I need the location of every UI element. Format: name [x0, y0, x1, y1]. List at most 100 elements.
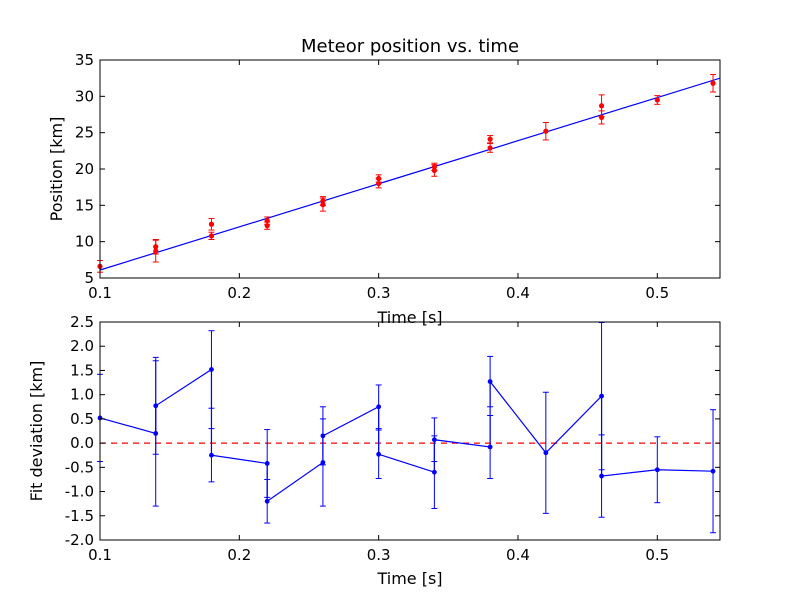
deviation-point	[654, 436, 661, 504]
x-tick-label: 0.4	[506, 546, 530, 564]
x-tick-label: 0.5	[645, 284, 669, 302]
deviation-point	[542, 391, 549, 514]
y-tick-label: 0.5	[70, 410, 94, 428]
x-tick-label: 0.4	[506, 284, 530, 302]
deviation-point	[208, 330, 215, 409]
y-tick-label: 2.5	[70, 313, 94, 331]
position-chart-ylabel: Position [km]	[47, 117, 66, 222]
point-marker	[153, 244, 159, 250]
point-marker	[376, 404, 382, 410]
point-marker	[376, 175, 382, 182]
data-point	[654, 95, 661, 105]
deviation-chart-ylabel: Fit deviation [km]	[27, 361, 46, 502]
data-point	[375, 174, 382, 183]
y-tick-label: 25	[75, 124, 94, 142]
position-chart-frame	[99, 59, 721, 279]
position-chart-marks	[97, 74, 720, 273]
y-tick-label: -1.0	[65, 483, 94, 501]
data-point	[319, 196, 326, 206]
deviation-point	[598, 434, 605, 518]
y-tick-label: 10	[75, 233, 94, 251]
x-tick-label: 0.3	[367, 284, 391, 302]
point-marker	[376, 451, 382, 457]
point-marker	[487, 136, 493, 142]
deviation-chart-ticks: 0.1 0.2 0.3 0.4 0.5 -2.0 -1.5 -1.0 -0.5 0.0 0.5 1.0…	[65, 313, 720, 564]
x-tick-label: 0.3	[367, 546, 391, 564]
deviation-point	[375, 429, 382, 479]
data-point	[598, 94, 605, 118]
position-chart-ticks: 0.1 0.2 0.3 0.4 0.5 5 10 15 20 25 30 35	[75, 51, 720, 302]
point-marker	[710, 468, 716, 474]
deviation-chart: 0.1 0.2 0.3 0.4 0.5 -2.0 -1.5 -1.0 -0.5 0.0 0.5 1.0…	[27, 313, 721, 588]
deviation-chart-frame	[99, 321, 721, 541]
y-tick-label: 1.5	[70, 361, 94, 379]
y-tick-label: 30	[75, 87, 94, 105]
position-chart-title: Meteor position vs. time	[301, 36, 519, 57]
data-point	[487, 143, 494, 153]
x-tick-label: 0.1	[88, 284, 112, 302]
data-point	[208, 231, 215, 240]
point-marker	[487, 444, 493, 450]
point-marker	[320, 433, 326, 439]
y-tick-label: -1.5	[65, 507, 94, 525]
fit-line	[99, 77, 720, 271]
point-marker	[487, 379, 493, 384]
deviation-point	[319, 406, 326, 466]
point-marker	[208, 221, 215, 227]
y-tick-label: -0.5	[65, 458, 94, 476]
data-point	[710, 74, 717, 93]
y-tick-label: 0.0	[70, 434, 94, 452]
y-tick-label: 1.0	[70, 386, 94, 404]
point-marker	[543, 450, 549, 456]
point-marker	[598, 103, 605, 109]
point-marker	[209, 452, 214, 458]
data-point	[208, 217, 215, 231]
point-marker	[654, 467, 660, 473]
deviation-point	[375, 384, 382, 430]
data-point	[152, 238, 159, 255]
y-tick-label: 15	[75, 196, 94, 214]
deviation-chart-xlabel: Time [s]	[376, 569, 442, 588]
y-tick-label: -2.0	[65, 531, 94, 549]
point-marker	[431, 437, 437, 443]
deviation-chart-marks	[97, 322, 720, 534]
deviation-point	[487, 355, 494, 408]
point-marker	[153, 403, 159, 409]
x-tick-label: 0.2	[227, 546, 251, 564]
point-marker	[320, 198, 326, 204]
deviation-point	[264, 478, 271, 524]
y-tick-label: 20	[75, 160, 94, 178]
point-marker	[599, 473, 604, 479]
point-marker	[209, 367, 214, 372]
position-chart-xlabel: Time [s]	[376, 308, 442, 327]
point-marker	[543, 128, 549, 134]
point-marker	[599, 393, 604, 399]
position-chart: Meteor position vs. time 0.1 0.2 0.3 0.4 0.5…	[47, 36, 721, 327]
deviation-point	[710, 409, 717, 534]
point-marker	[264, 217, 270, 224]
point-marker	[710, 80, 716, 86]
y-tick-label: 2.0	[70, 337, 94, 355]
deviation-point	[152, 356, 159, 455]
point-marker	[598, 114, 605, 121]
data-point	[264, 216, 271, 225]
point-marker	[208, 233, 215, 239]
y-tick-label: 5	[84, 269, 94, 287]
point-marker	[431, 469, 437, 475]
deviation-point	[431, 417, 438, 463]
deviation-series-line	[99, 368, 714, 503]
y-tick-label: 35	[75, 51, 94, 69]
deviation-point	[208, 428, 215, 483]
data-point	[487, 135, 494, 144]
point-marker	[264, 498, 270, 504]
data-point	[542, 121, 549, 141]
point-marker	[654, 97, 660, 103]
deviation-point	[487, 414, 494, 479]
point-marker	[487, 145, 493, 151]
x-tick-label: 0.2	[227, 284, 251, 302]
x-tick-label: 0.1	[88, 546, 112, 564]
data-point	[431, 162, 438, 171]
point-marker	[264, 461, 270, 466]
x-tick-label: 0.5	[645, 546, 669, 564]
